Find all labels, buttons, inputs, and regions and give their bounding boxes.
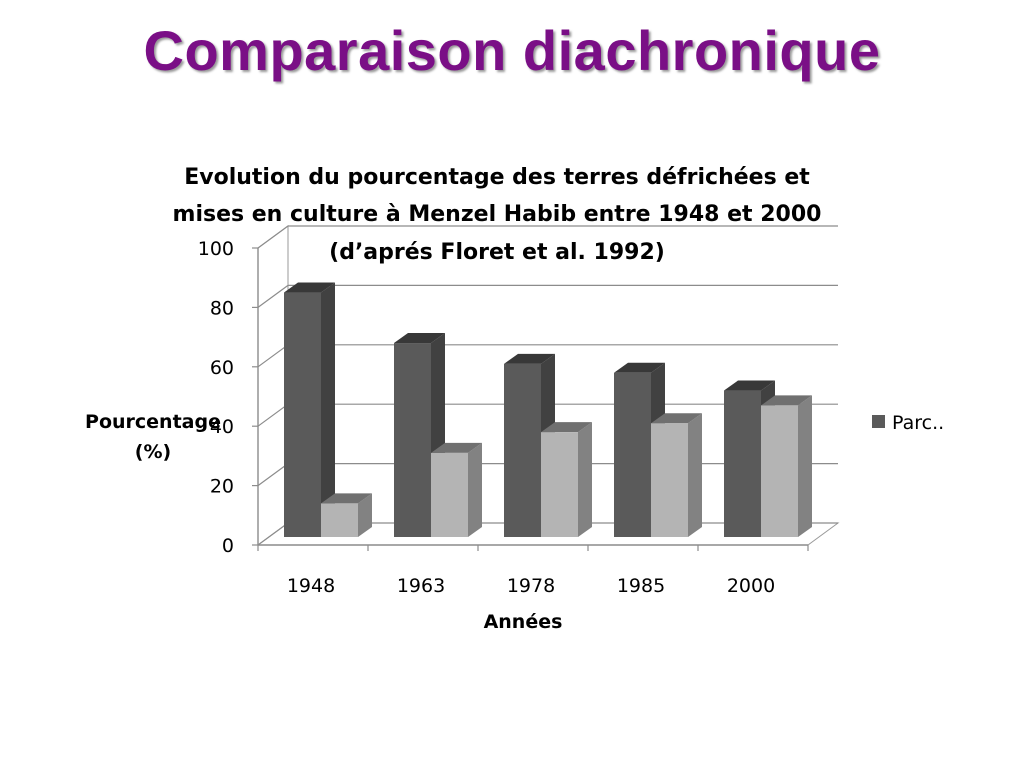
bar-top bbox=[724, 380, 775, 391]
side-wall bbox=[257, 225, 289, 546]
bar-top bbox=[504, 353, 555, 364]
bar-side bbox=[321, 282, 335, 537]
y-axis-title-line-1: Pourcentage bbox=[85, 411, 221, 433]
x-category-labels: 1948 1963 1978 1985 2000 bbox=[287, 575, 775, 597]
gridline bbox=[257, 284, 838, 308]
chart-bars bbox=[284, 282, 812, 537]
bar-front bbox=[284, 292, 321, 537]
bar-1948-series-1 bbox=[284, 282, 335, 537]
bar-2000-series-2 bbox=[761, 395, 812, 537]
y-tick-label: 0 bbox=[222, 535, 234, 557]
bar-front bbox=[761, 405, 798, 537]
chart-title-line-2: mises en culture à Menzel Habib entre 19… bbox=[173, 202, 822, 227]
x-category-label: 2000 bbox=[727, 575, 775, 597]
chart-title-line-3: (d’aprés Floret et al. 1992) bbox=[329, 240, 665, 265]
legend-label: Parc.. bbox=[892, 412, 944, 434]
bar-top bbox=[614, 362, 665, 373]
x-category-label: 1948 bbox=[287, 575, 335, 597]
bar-front bbox=[394, 343, 431, 537]
slide-title: Comparaison diachronique bbox=[143, 19, 881, 82]
y-tick-label: 80 bbox=[210, 297, 234, 319]
bar-side bbox=[578, 422, 592, 537]
bar-top bbox=[761, 395, 812, 406]
bar-front bbox=[431, 452, 468, 537]
bar-front bbox=[724, 390, 761, 537]
bar-top bbox=[651, 413, 702, 424]
y-tick-labels: 0 20 40 60 80 100 bbox=[198, 238, 234, 557]
bar-front bbox=[541, 432, 578, 537]
bar-top bbox=[431, 442, 482, 453]
bar-1963-series-1 bbox=[394, 333, 445, 537]
bar-side bbox=[798, 395, 812, 537]
bar-front bbox=[614, 372, 651, 537]
bar-side bbox=[468, 442, 482, 537]
bar-side bbox=[358, 493, 372, 537]
bar-front bbox=[651, 423, 688, 537]
bar-top bbox=[541, 422, 592, 433]
bar-1985-series-2 bbox=[651, 413, 702, 537]
legend: Parc.. bbox=[872, 412, 944, 434]
bar-front bbox=[321, 503, 358, 537]
y-tick-label: 60 bbox=[210, 357, 234, 379]
y-tick-label: 100 bbox=[198, 238, 234, 260]
chart-axes bbox=[252, 247, 809, 551]
bar-top bbox=[321, 493, 372, 504]
bar-1963-series-2 bbox=[431, 442, 482, 537]
y-tick-label: 20 bbox=[210, 476, 234, 498]
x-category-label: 1985 bbox=[617, 575, 665, 597]
bar-top bbox=[394, 333, 445, 344]
y-axis-title-line-2: (%) bbox=[135, 441, 171, 463]
bar-front bbox=[504, 363, 541, 537]
gridline bbox=[257, 225, 838, 249]
bar-1978-series-2 bbox=[541, 422, 592, 537]
x-category-label: 1978 bbox=[507, 575, 555, 597]
chart-title-line-1: Evolution du pourcentage des terres défr… bbox=[184, 165, 810, 190]
bar-side bbox=[688, 413, 702, 537]
bar-top bbox=[284, 282, 335, 293]
bar-1948-series-2 bbox=[321, 493, 372, 537]
y-tick-label: 40 bbox=[210, 416, 234, 438]
x-category-label: 1963 bbox=[397, 575, 445, 597]
legend-swatch bbox=[872, 415, 885, 428]
x-axis-title: Années bbox=[484, 611, 563, 633]
